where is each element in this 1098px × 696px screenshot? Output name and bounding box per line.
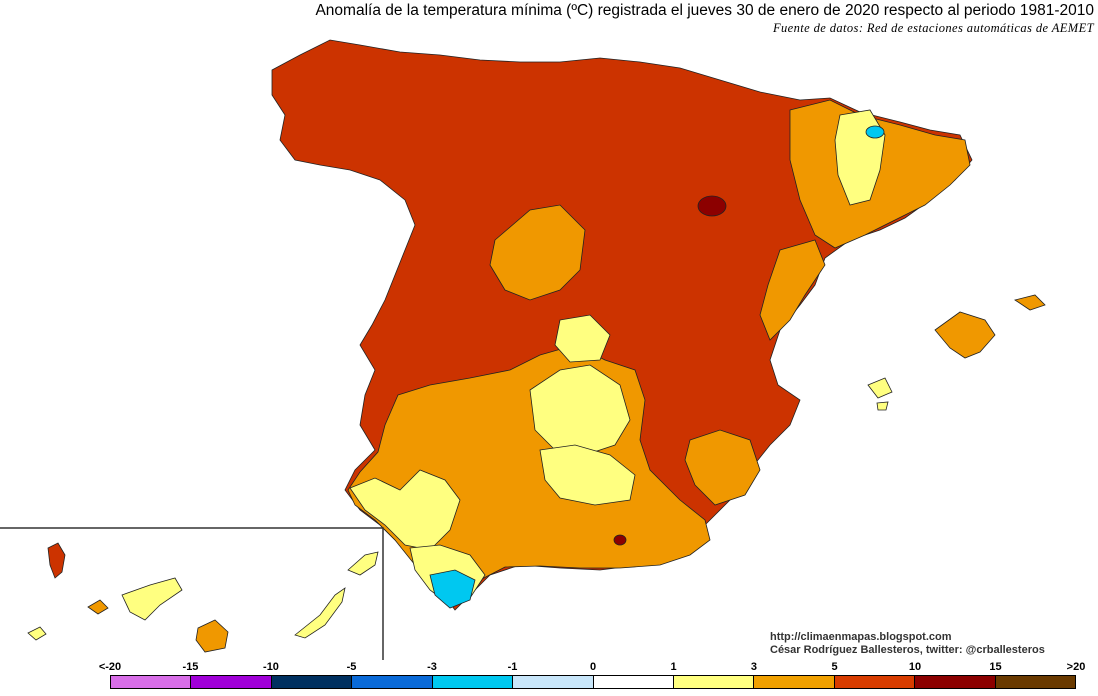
legend-label-6: 0 (589, 661, 597, 673)
tenerife (121, 577, 183, 621)
granada-dark-red-spot (613, 534, 627, 546)
canary-inset-frame (0, 527, 384, 660)
legend-swatch-7 (673, 676, 755, 688)
ibiza (867, 377, 893, 399)
credit-url: http://climaenmapas.blogspot.com (770, 631, 952, 643)
legend-label-11: 15 (989, 661, 1002, 673)
legend-colorbar (110, 675, 1076, 689)
legend-label-7: 1 (670, 661, 677, 673)
madrid-orange-region (489, 204, 586, 301)
el-hierro (27, 626, 47, 641)
legend-swatch-1 (191, 676, 272, 688)
legend-label-0: <-20 (98, 661, 122, 673)
formentera (876, 401, 889, 411)
map-title: Anomalía de la temperatura mínima (ºC) r… (315, 2, 1094, 19)
south-yellow-region (349, 469, 461, 551)
menorca (1014, 294, 1046, 311)
legend-label-9: 5 (831, 661, 838, 673)
legend-swatch-5 (513, 676, 594, 688)
mancha-yellow-region (554, 314, 611, 363)
soria-dark-red-spot (697, 195, 727, 217)
valencia-orange-region (759, 239, 826, 341)
central-yellow-region (529, 364, 631, 456)
fuerteventura (294, 587, 346, 639)
legend-swatch-9 (834, 676, 916, 688)
legend-label-10: 10 (908, 661, 922, 673)
map-subtitle: Fuente de datos: Red de estaciones autom… (772, 21, 1094, 35)
legend-label-3: -5 (346, 661, 357, 673)
pyrenees-cold-spot (865, 125, 885, 139)
mallorca (934, 311, 996, 359)
jaen-yellow-region (539, 444, 636, 506)
legend-swatch-11 (995, 676, 1076, 688)
la-palma (47, 542, 66, 579)
catalonia-orange-region (789, 99, 971, 249)
malaga-cold-region (429, 569, 476, 609)
legend-label-1: -15 (182, 661, 199, 673)
legend-swatch-10 (915, 676, 996, 688)
legend-swatch-3 (352, 676, 433, 688)
legend-label-12: >20 (1066, 661, 1086, 673)
legend-label-4: -3 (427, 661, 437, 673)
credit-author: César Rodríguez Ballesteros, twitter: @c… (770, 644, 1045, 656)
lanzarote (347, 551, 379, 576)
murcia-orange-region (684, 429, 761, 506)
legend-swatch-6 (593, 676, 674, 688)
temperature-anomaly-map (0, 39, 1046, 660)
legend-swatch-8 (754, 676, 835, 688)
legend-label-5: -1 (507, 661, 518, 673)
legend-swatch-2 (271, 676, 353, 688)
legend-label-8: 3 (750, 661, 758, 673)
gran-canaria (195, 619, 229, 653)
legend-swatch-0 (111, 676, 192, 688)
legend-labels: <-20 -15 -10 -5 -3 -1 0 1 3 5 10 15 >20 (99, 661, 1086, 675)
legend-swatch-4 (432, 676, 514, 688)
la-gomera (87, 599, 109, 615)
legend-label-2: -10 (263, 661, 279, 673)
